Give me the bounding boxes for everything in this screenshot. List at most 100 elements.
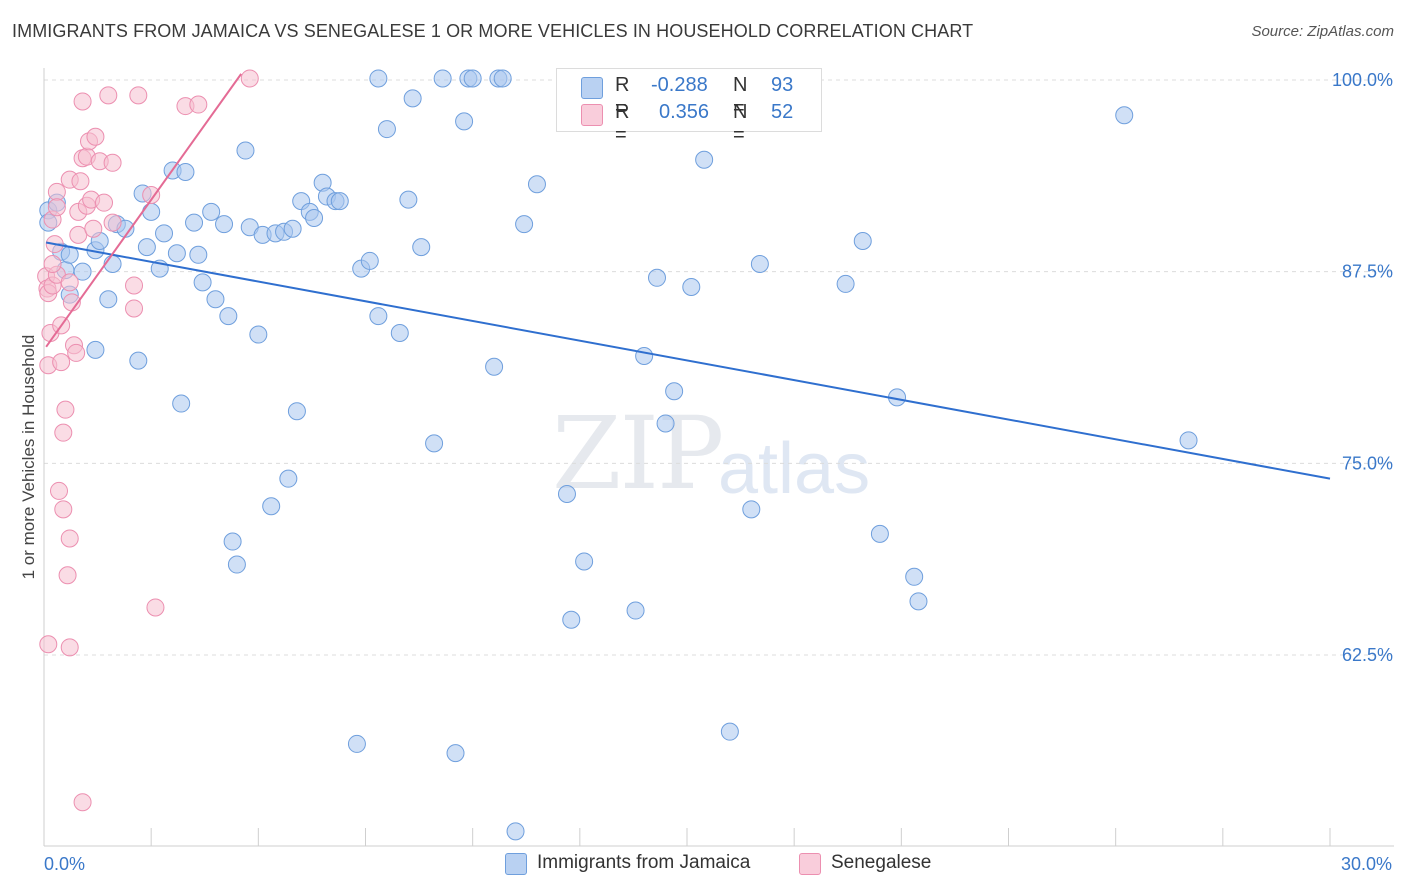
data-point-senegalese (52, 353, 71, 372)
bottom-legend-label-jamaica: Immigrants from Jamaica (537, 852, 751, 873)
data-point-jamaica (463, 69, 482, 88)
data-point-jamaica (403, 89, 422, 108)
data-point-jamaica (73, 262, 92, 281)
data-point-jamaica (185, 213, 204, 232)
data-point-jamaica (202, 202, 221, 221)
data-point-jamaica (695, 150, 714, 169)
data-point-jamaica (236, 141, 255, 160)
data-point-jamaica (167, 244, 186, 263)
data-point-jamaica (249, 325, 268, 344)
data-point-jamaica (369, 69, 388, 88)
data-point-senegalese (60, 529, 79, 548)
data-point-senegalese (60, 638, 79, 657)
legend-swatch-pink (581, 104, 603, 126)
legend-swatch-blue (581, 77, 603, 99)
data-point-jamaica (425, 434, 444, 453)
data-point-jamaica (412, 238, 431, 257)
data-point-jamaica (189, 245, 208, 264)
y-tick-label: 87.5% (1342, 262, 1393, 282)
data-point-jamaica (870, 524, 889, 543)
data-point-jamaica (347, 734, 366, 753)
x-tick-label-min: 0.0% (44, 854, 85, 874)
data-point-jamaica (682, 278, 701, 296)
data-point-jamaica (905, 567, 924, 586)
y-axis-label: 1 or more Vehicles in Household (19, 335, 38, 580)
data-point-jamaica (527, 175, 546, 194)
legend-r-value: 0.356 (659, 101, 710, 123)
data-point-jamaica (377, 120, 396, 139)
data-point-senegalese (47, 182, 66, 201)
y-tick-label: 75.0% (1342, 453, 1393, 473)
trend-line-jamaica (45, 241, 1331, 480)
data-point-senegalese (95, 193, 114, 212)
data-point-senegalese (240, 69, 259, 88)
data-point-jamaica (493, 69, 512, 88)
data-point-senegalese (84, 219, 103, 238)
data-point-senegalese (56, 400, 75, 419)
data-point-senegalese (54, 423, 73, 442)
data-point-jamaica (99, 290, 118, 309)
data-point-jamaica (742, 500, 761, 519)
data-point-senegalese (60, 273, 79, 292)
series-senegalese (37, 69, 259, 812)
y-tick-label: 62.5% (1342, 645, 1393, 665)
data-point-jamaica (172, 394, 191, 413)
bottom-legend-swatch-pink (799, 853, 821, 875)
data-point-jamaica (305, 209, 324, 227)
chart-title: IMMIGRANTS FROM JAMAICA VS SENEGALESE 1 … (12, 21, 974, 41)
data-point-senegalese (69, 225, 88, 244)
series-jamaica (39, 69, 1198, 841)
data-point-senegalese (73, 793, 92, 812)
data-point-jamaica (223, 532, 242, 551)
data-point-senegalese (99, 86, 118, 105)
watermark-zip: ZIP (552, 395, 724, 512)
data-point-jamaica (360, 251, 379, 270)
watermark-atlas: atlas (718, 429, 871, 509)
data-point-jamaica (562, 610, 581, 629)
data-point-senegalese (103, 213, 122, 232)
data-point-senegalese (125, 276, 144, 295)
legend-r-label: R = (615, 101, 630, 146)
data-point-jamaica (103, 255, 122, 273)
data-point-jamaica (262, 497, 281, 516)
data-point-senegalese (43, 255, 62, 273)
data-point-jamaica (750, 255, 769, 273)
data-point-jamaica (506, 822, 525, 841)
data-point-jamaica (455, 112, 474, 131)
data-point-jamaica (433, 69, 452, 88)
data-point-jamaica (853, 232, 872, 250)
legend-n-label: N = (733, 74, 748, 119)
data-point-senegalese (67, 343, 86, 362)
data-point-senegalese (142, 186, 161, 204)
data-point-jamaica (557, 485, 576, 503)
data-point-senegalese (54, 500, 73, 519)
data-point-jamaica (485, 357, 504, 376)
data-point-jamaica (656, 414, 675, 433)
data-point-jamaica (283, 219, 302, 238)
data-point-jamaica (836, 274, 855, 293)
bottom-legend-swatch-blue (505, 853, 527, 875)
data-point-jamaica (129, 351, 148, 370)
legend-n-label: N = (733, 101, 748, 146)
legend-r-label: R = (615, 74, 630, 119)
data-point-senegalese (189, 95, 208, 114)
data-point-jamaica (219, 307, 238, 326)
data-point-jamaica (287, 402, 306, 421)
data-point-jamaica (369, 307, 388, 326)
data-point-jamaica (1179, 431, 1198, 450)
data-point-jamaica (647, 268, 666, 287)
data-point-jamaica (626, 601, 645, 620)
data-point-jamaica (86, 340, 105, 359)
legend-r-value: -0.288 (651, 74, 708, 96)
data-point-jamaica (399, 190, 418, 209)
data-point-jamaica (193, 273, 212, 292)
data-point-jamaica (330, 192, 349, 211)
data-point-jamaica (515, 215, 534, 234)
data-point-senegalese (103, 153, 122, 172)
grid-lines (44, 79, 1394, 656)
data-point-jamaica (206, 290, 225, 309)
data-point-jamaica (142, 202, 161, 221)
data-point-jamaica (215, 215, 234, 234)
legend-box: R = -0.288 N = 93 R = 0.356 N = 52 (556, 68, 822, 146)
